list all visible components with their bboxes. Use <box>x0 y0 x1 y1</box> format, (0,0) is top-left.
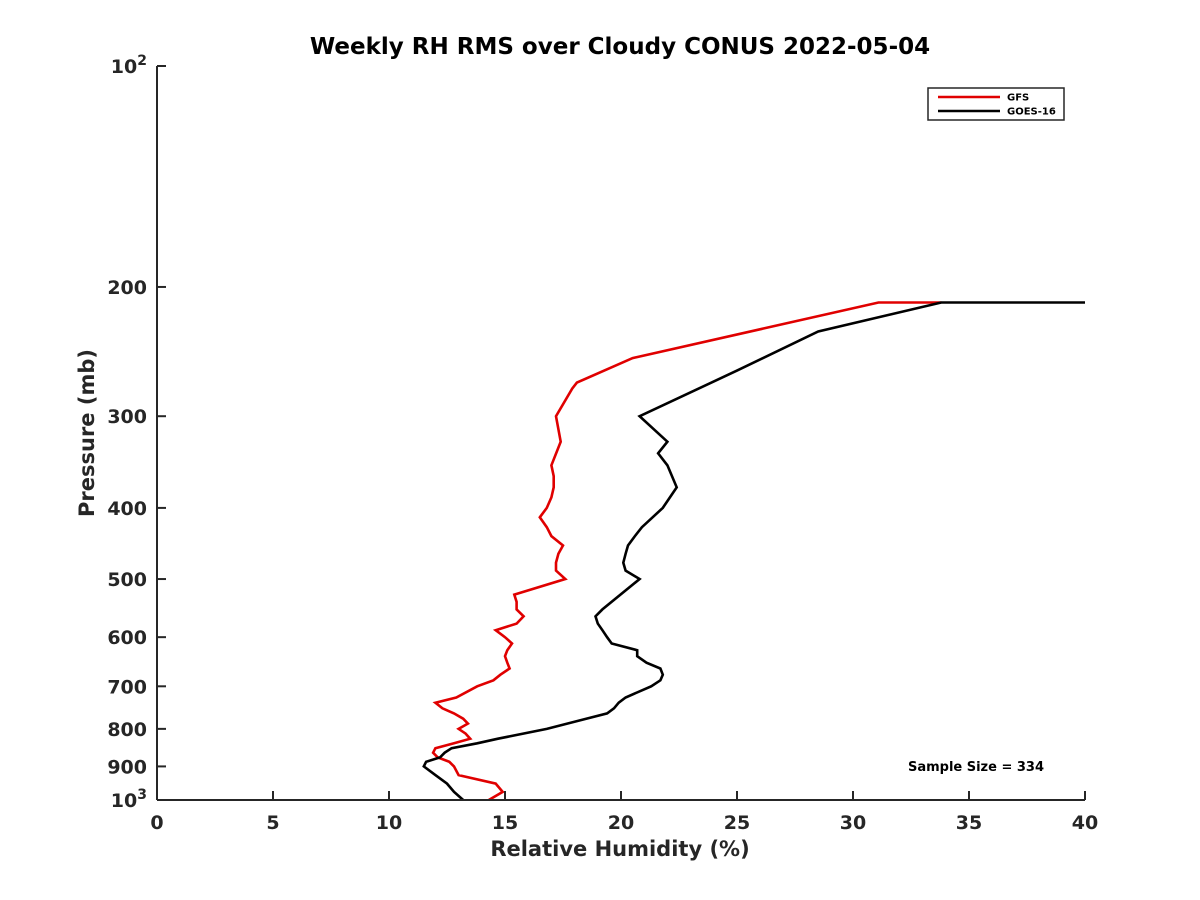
legend: GFS GOES-16 <box>927 87 1065 121</box>
x-axis-label: Relative Humidity (%) <box>490 837 749 861</box>
x-tick-label: 0 <box>150 812 163 834</box>
x-tick-label: 5 <box>266 812 279 834</box>
legend-box <box>927 87 1065 121</box>
y-tick-label: 600 <box>107 627 147 649</box>
tick-labels: 0 5 10 15 20 25 30 35 40 102 200 300 400 500 600 700 800… <box>107 53 1098 834</box>
series-layer <box>422 301 1085 802</box>
y-tick-label: 103 <box>111 787 147 812</box>
y-tick-label: 102 <box>111 53 147 78</box>
y-tick-label: 900 <box>107 756 147 778</box>
y-tick-label: 700 <box>107 676 147 698</box>
x-tick-label: 10 <box>376 812 402 834</box>
x-tick-label: 15 <box>492 812 518 834</box>
axes <box>156 65 1086 801</box>
y-tick-label: 400 <box>107 498 147 520</box>
y-tick-label: 300 <box>107 406 147 428</box>
x-tick-label: 20 <box>608 812 634 834</box>
x-tick-label: 40 <box>1072 812 1098 834</box>
y-tick-label: 500 <box>107 569 147 591</box>
x-tick-label: 35 <box>956 812 982 834</box>
sample-size-annotation: Sample Size = 334 <box>908 760 1044 775</box>
y-tick-label: 200 <box>107 277 147 299</box>
series-line-1 <box>431 301 942 802</box>
chart-title: Weekly RH RMS over Cloudy CONUS 2022-05-… <box>310 34 930 60</box>
y-axis-label: Pressure (mb) <box>75 349 99 517</box>
legend-label: GOES-16 <box>1007 107 1056 118</box>
legend-label: GFS <box>1007 93 1029 104</box>
series-line-2 <box>422 301 1085 801</box>
x-tick-label: 25 <box>724 812 750 834</box>
x-tick-label: 30 <box>840 812 866 834</box>
y-tick-label: 800 <box>107 719 147 741</box>
